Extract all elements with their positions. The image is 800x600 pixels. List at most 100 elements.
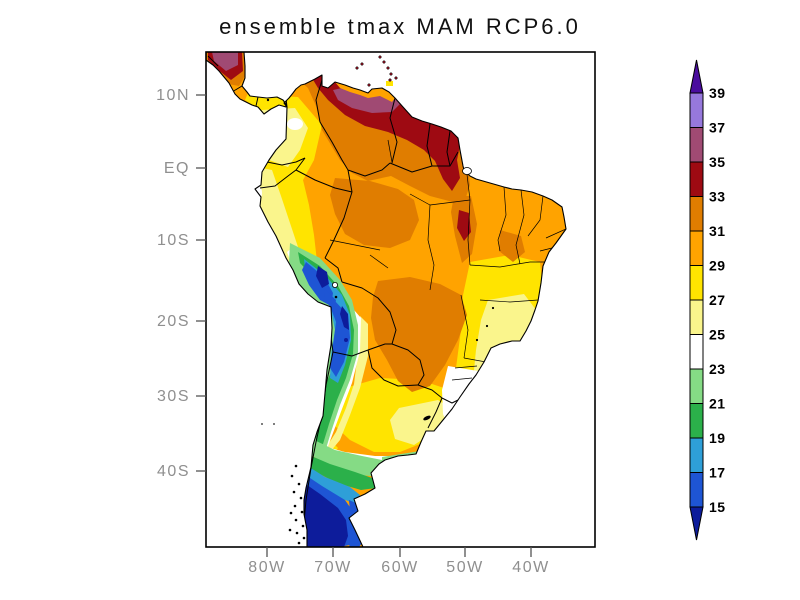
colorbar-label: 21	[709, 396, 726, 412]
lagoon-uruguay	[423, 415, 431, 421]
border-colombia-ecuador	[266, 157, 306, 166]
contour-bands	[206, 52, 566, 547]
fjord-dot	[289, 511, 293, 515]
border-paraguay-argentina	[367, 349, 419, 387]
state-borders	[329, 139, 566, 381]
state-border	[469, 261, 546, 268]
x-tick-label: 80W	[248, 559, 285, 576]
colorbar-segment	[689, 161, 704, 197]
band-19-21-patagonia	[299, 452, 376, 490]
border-ecuador-peru	[259, 157, 306, 189]
border-bolivia-paraguay	[367, 343, 392, 351]
panama-lake-dot	[266, 98, 270, 102]
border-argentina-brazil	[417, 384, 443, 399]
border-venezuela-colombia	[315, 79, 349, 171]
colorbar-label: 27	[709, 292, 726, 308]
colorbar-label: 31	[709, 223, 726, 239]
small-island-fjord-dots	[261, 55, 398, 545]
colorbar-segment	[689, 299, 704, 335]
colorbar-label: 15	[709, 499, 726, 515]
state-border	[451, 377, 473, 381]
state-border	[460, 294, 469, 359]
border-bolivia-argentina	[332, 349, 369, 357]
pacific-islet-dot	[261, 423, 263, 425]
lake-titicaca	[331, 281, 338, 288]
band-35-37-nicaragua	[212, 52, 238, 71]
colorbar-segment	[689, 230, 704, 266]
colorbar-segment	[689, 437, 704, 473]
colorbar-segment	[689, 403, 704, 439]
band-33-35-tocantins-spot	[457, 210, 471, 241]
y-tick-label: 10S	[157, 232, 190, 249]
border-paraguay-brazil	[391, 343, 425, 386]
antilles-island-dot	[360, 62, 364, 66]
antilles-island-dot	[389, 72, 393, 76]
antilles-island-dot	[367, 83, 371, 87]
fjord-dot	[293, 504, 297, 508]
border-venezuela-brazil	[347, 162, 391, 177]
y-tick-label: 10N	[156, 87, 190, 104]
fjord-dot	[290, 474, 294, 478]
band-21-23-patagonia	[303, 438, 398, 477]
border-suriname-guiana	[446, 130, 451, 167]
colorbar-label: 33	[709, 189, 726, 205]
colorbar-segment	[689, 196, 704, 232]
fjord-dot	[300, 510, 304, 514]
fjord-dot	[301, 524, 305, 528]
border-peru-brazil	[324, 191, 353, 259]
state-border	[545, 228, 566, 239]
band-31-33-central-brazil	[371, 277, 467, 392]
state-border	[427, 204, 435, 291]
border-argentina-uruguay	[427, 397, 443, 429]
state-border	[497, 186, 507, 252]
lagoa-dos-patos	[458, 396, 470, 414]
colorbar-segment	[689, 265, 704, 301]
x-tick-label: 70W	[314, 559, 351, 576]
y-tick-label: 20S	[157, 313, 190, 330]
border-guianas-brazil	[389, 151, 459, 173]
fjord-dot	[292, 490, 296, 494]
state-border	[465, 165, 471, 266]
band-23-25-south-brazil	[442, 366, 487, 430]
antilles-island-dot	[382, 60, 386, 64]
reservoir-dot-3	[475, 338, 479, 342]
border-venezuela-guyana	[389, 97, 398, 164]
border-colombia-brazil	[347, 169, 353, 193]
fjord-dot	[299, 496, 303, 500]
pacific-islet-dot	[273, 423, 275, 425]
band-under15-altiplano-upper	[316, 266, 329, 288]
fjord-dot	[294, 518, 298, 522]
chart-title: ensemble tmax MAM RCP6.0	[219, 14, 581, 39]
band-25-27-east-andes-strip	[326, 316, 368, 452]
colorbar-label: 37	[709, 120, 726, 136]
state-border	[329, 239, 381, 251]
band-17-19-patagonia	[296, 460, 360, 504]
y-axis: 10N EQ 10S 20S 30S 40S	[156, 87, 206, 480]
border-honduras-nicaragua	[207, 55, 219, 67]
fjord-dot	[288, 528, 292, 532]
band-27-29-isthmus	[245, 93, 268, 108]
y-tick-label: 30S	[157, 388, 190, 405]
colorbar-label: 35	[709, 154, 726, 170]
fjord-dot	[295, 531, 299, 535]
state-border	[527, 195, 544, 237]
lagoa-mirim	[451, 417, 459, 427]
x-axis: 80W 70W 60W 50W 40W	[248, 547, 548, 576]
reservoir-dot-1	[491, 306, 495, 310]
x-tick-label: 60W	[381, 559, 418, 576]
colorbar-segment	[689, 92, 704, 128]
antilles-island-dot	[394, 76, 398, 80]
reservoir-dot-2	[485, 324, 489, 328]
band-31-33-piaui	[499, 230, 525, 262]
colorbar-segment	[689, 472, 704, 508]
y-tick-label: EQ	[164, 160, 190, 177]
marajo-island	[462, 167, 472, 175]
colorbar-under-arrow	[689, 506, 704, 541]
fjord-dot	[297, 541, 301, 545]
colorbar-segment	[689, 368, 704, 404]
fjord-dot	[302, 536, 306, 540]
state-border	[387, 139, 393, 163]
colorbar-segment	[689, 127, 704, 163]
colorbar-segment	[689, 334, 704, 370]
